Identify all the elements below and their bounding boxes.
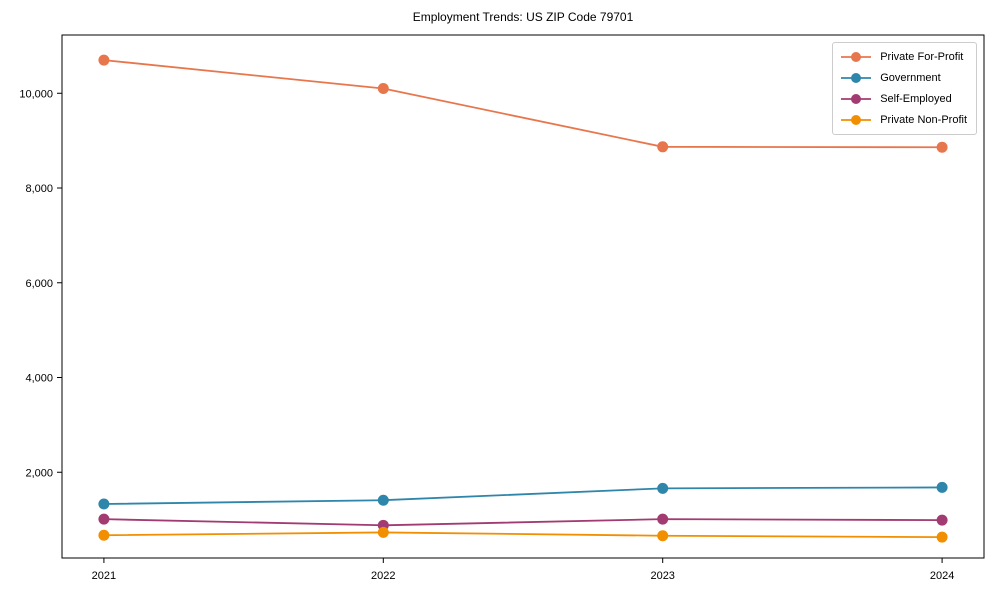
legend-entry: Government (840, 69, 967, 87)
data-point-marker (98, 529, 110, 541)
data-point-marker (657, 513, 669, 525)
legend-label: Private Non-Profit (880, 114, 967, 126)
y-axis-tick-label: 6,000 (25, 278, 53, 290)
data-point-marker (98, 498, 110, 510)
x-axis-tick-label: 2021 (92, 570, 116, 582)
legend-entry: Self-Employed (840, 90, 967, 108)
data-point-marker (377, 83, 389, 95)
chart-title: Employment Trends: US ZIP Code 79701 (412, 10, 634, 24)
series-line (103, 531, 943, 539)
chart-legend: Private For-Profit Government Self-Employe… (832, 42, 977, 135)
data-point-marker (657, 530, 669, 542)
legend-line-marker-icon (841, 115, 872, 125)
data-point-marker (377, 494, 389, 506)
legend-label: Government (880, 72, 941, 84)
y-axis-tick-label: 8,000 (25, 183, 53, 195)
plot-frame (61, 34, 985, 559)
legend-label: Self-Employed (880, 93, 952, 105)
y-axis-tick-label: 2,000 (25, 467, 53, 479)
data-point-marker (936, 514, 948, 526)
data-point-marker (657, 482, 669, 494)
data-point-marker (936, 141, 948, 153)
x-axis-tick-label: 2022 (371, 570, 395, 582)
series-line (103, 59, 943, 149)
data-point-marker (936, 531, 948, 543)
series-line (103, 486, 943, 505)
legend-line-marker-icon (841, 73, 872, 83)
data-point-marker (377, 526, 389, 538)
y-axis-tick-label: 4,000 (25, 373, 53, 385)
y-axis-tick-label: 10,000 (19, 88, 53, 100)
legend-label: Private For-Profit (880, 51, 964, 63)
data-point-marker (657, 141, 669, 153)
data-point-marker (98, 54, 110, 66)
series-line (103, 518, 943, 527)
legend-entry: Private For-Profit (840, 48, 967, 66)
x-axis-tick-label: 2024 (930, 570, 954, 582)
x-axis-tick-label: 2023 (650, 570, 674, 582)
legend-line-marker-icon (841, 52, 872, 62)
legend-entry: Private Non-Profit (840, 111, 967, 129)
data-point-marker (98, 513, 110, 525)
data-point-marker (936, 481, 948, 493)
legend-line-marker-icon (841, 94, 872, 104)
